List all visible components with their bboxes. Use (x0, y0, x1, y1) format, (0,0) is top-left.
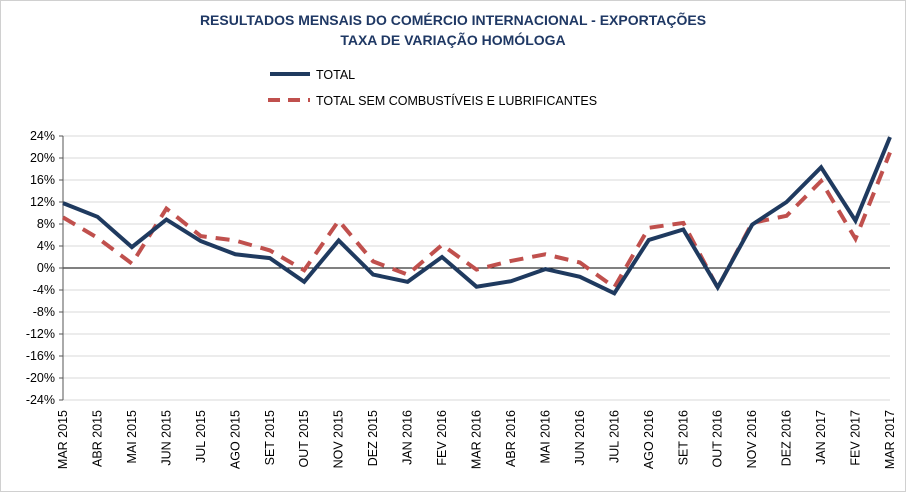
chart-title: RESULTADOS MENSAIS DO COMÉRCIO INTERNACI… (199, 12, 707, 28)
x-tick-label: OUT 2016 (711, 410, 725, 467)
x-tick-label: DEZ 2016 (780, 410, 794, 466)
y-tick-label: -24% (26, 393, 55, 407)
x-tick-label: MAR 2015 (56, 410, 70, 469)
x-tick-label: JAN 2017 (814, 410, 828, 465)
y-tick-label: 20% (30, 151, 55, 165)
x-tick-label: NOV 2015 (332, 410, 346, 468)
x-tick-label: NOV 2016 (745, 410, 759, 468)
x-tick-label: SET 2016 (676, 410, 690, 465)
y-tick-label: 12% (30, 195, 55, 209)
y-tick-label: -16% (26, 349, 55, 363)
x-tick-label: AGO 2015 (228, 410, 242, 469)
x-tick-label: FEV 2017 (849, 410, 863, 466)
x-tick-label: MAR 2017 (883, 410, 897, 469)
x-tick-label: DEZ 2015 (366, 410, 380, 466)
y-tick-label: 16% (30, 173, 55, 187)
y-tick-label: 4% (37, 239, 55, 253)
legend-label-sem-combustiveis: TOTAL SEM COMBUSTÍVEIS E LUBRIFICANTES (316, 93, 597, 108)
x-tick-label: ABR 2015 (90, 410, 104, 467)
x-tick-label: OUT 2015 (297, 410, 311, 467)
chart-subtitle: TAXA DE VARIAÇÃO HOMÓLOGA (340, 32, 566, 48)
x-tick-label: SET 2015 (263, 410, 277, 465)
x-tick-label: MAI 2016 (538, 410, 552, 464)
x-tick-label: MAR 2016 (470, 410, 484, 469)
y-tick-label: 24% (30, 129, 55, 143)
x-tick-label: FEV 2016 (435, 410, 449, 466)
y-tick-label: 8% (37, 217, 55, 231)
legend-label-total: TOTAL (316, 68, 355, 82)
y-tick-label: -8% (33, 305, 55, 319)
y-tick-label: -20% (26, 371, 55, 385)
y-tick-label: -12% (26, 327, 55, 341)
x-tick-label: AGO 2016 (642, 410, 656, 469)
x-tick-label: JUL 2015 (194, 410, 208, 463)
x-tick-label: JUN 2016 (573, 410, 587, 466)
x-tick-label: JAN 2016 (401, 410, 415, 465)
y-tick-label: -4% (33, 283, 55, 297)
x-tick-label: MAI 2015 (125, 410, 139, 464)
x-tick-label: JUN 2015 (159, 410, 173, 466)
x-tick-label: JUL 2016 (607, 410, 621, 463)
y-tick-label: 0% (37, 261, 55, 275)
x-tick-label: ABR 2016 (504, 410, 518, 467)
legend: TOTAL TOTAL SEM COMBUSTÍVEIS E LUBRIFICA… (268, 68, 597, 108)
